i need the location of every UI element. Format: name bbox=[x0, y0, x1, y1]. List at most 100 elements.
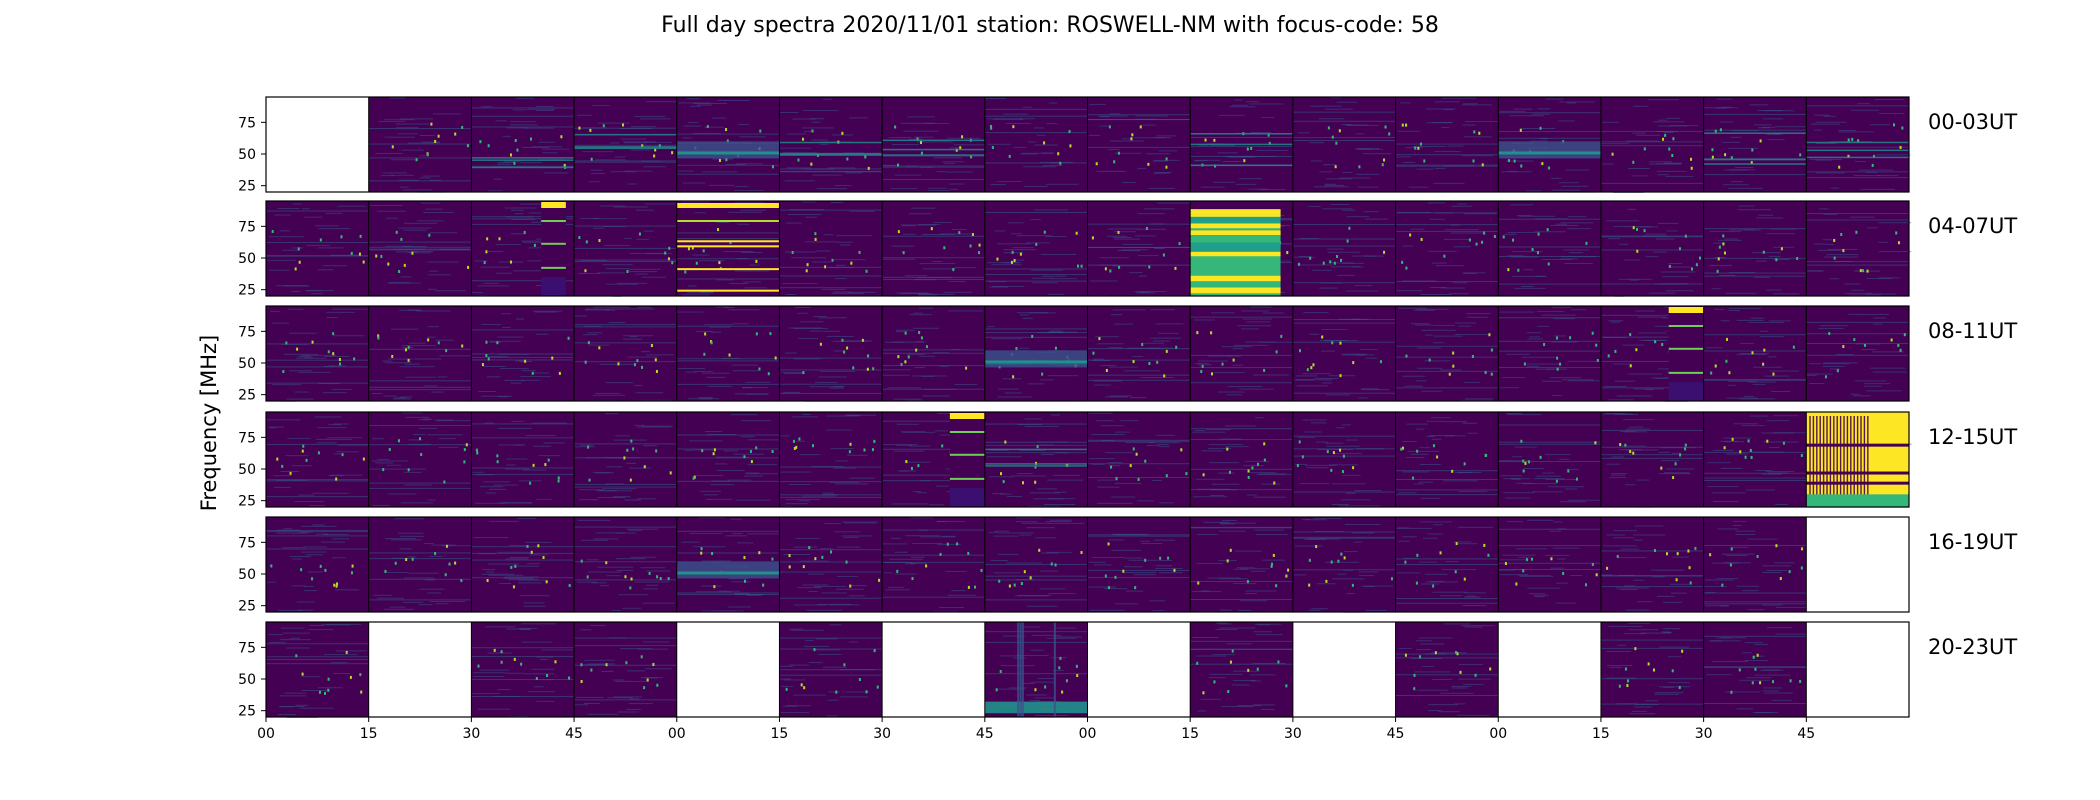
spectrum-panel bbox=[1189, 201, 1293, 297]
y-tick-label: 25 bbox=[238, 704, 256, 720]
y-axis-label: Frequency [MHz] bbox=[197, 335, 221, 511]
x-tick-label: 30 bbox=[1695, 726, 1713, 742]
row-label: 04-07UT bbox=[1928, 214, 2017, 238]
spectrum-panel bbox=[1703, 201, 1807, 296]
spectrum-panel bbox=[1600, 97, 1704, 193]
spectrum-panel bbox=[676, 306, 780, 401]
spectrum-panel bbox=[1292, 306, 1396, 401]
spectrum-panel bbox=[1189, 97, 1293, 192]
spectrum-panel bbox=[1189, 517, 1293, 612]
spectrum-panel bbox=[1087, 97, 1191, 192]
x-tick-label: 00 bbox=[257, 726, 275, 742]
spectrum-panel bbox=[1805, 517, 1909, 612]
x-tick-label: 00 bbox=[668, 726, 686, 742]
spectrum-panel bbox=[573, 622, 677, 717]
spectrum-panel bbox=[676, 622, 780, 717]
x-tick-label: 45 bbox=[1797, 726, 1815, 742]
spectrum-panel bbox=[984, 412, 1088, 507]
spectra-row: 25 50 75 12-15UT bbox=[238, 411, 2017, 510]
spectrum-panel bbox=[1395, 97, 1500, 192]
x-tick-label: 15 bbox=[771, 726, 789, 742]
row-frame bbox=[265, 200, 1910, 297]
x-tick-label: 30 bbox=[1284, 726, 1302, 742]
y-tick-label: 50 bbox=[238, 147, 256, 163]
x-tick-label: 45 bbox=[976, 726, 994, 742]
y-tick-label: 25 bbox=[238, 283, 256, 299]
row-label: 08-11UT bbox=[1928, 319, 2017, 343]
spectrum-panel bbox=[1497, 517, 1601, 613]
spectrum-panel bbox=[1292, 517, 1396, 613]
y-tick-label: 75 bbox=[238, 640, 256, 656]
spectrum-panel bbox=[368, 97, 472, 193]
y-tick-label: 25 bbox=[238, 388, 256, 404]
x-tick-label: 30 bbox=[462, 726, 480, 742]
spectrum-panel bbox=[778, 622, 883, 717]
spectrum-panel bbox=[984, 97, 1088, 192]
row-frame bbox=[265, 96, 1910, 193]
spectrum-panel bbox=[470, 517, 575, 612]
spectrum-panel bbox=[778, 412, 883, 508]
y-tick-label: 75 bbox=[238, 219, 256, 235]
row-frame bbox=[265, 411, 1910, 508]
spectrum-panel bbox=[676, 201, 780, 296]
row-label: 20-23UT bbox=[1928, 635, 2017, 659]
spectrum-panel bbox=[881, 517, 985, 612]
spectrum-panel bbox=[1292, 201, 1396, 297]
spectrum-panel bbox=[1600, 201, 1704, 297]
spectrum-panel bbox=[881, 201, 985, 297]
row-label: 16-19UT bbox=[1928, 530, 2017, 554]
spectrum-panel bbox=[1497, 97, 1601, 193]
y-tick-label: 75 bbox=[238, 430, 256, 446]
spectrum-panel bbox=[573, 517, 677, 612]
spectrum-panel bbox=[1703, 306, 1807, 401]
spectra-row: 25 50 75 04-07UT bbox=[238, 200, 2017, 299]
spectrum-panel bbox=[368, 201, 472, 296]
spectrum-panel bbox=[1087, 201, 1191, 297]
spectrum-panel bbox=[1600, 412, 1704, 508]
spectrum-panel bbox=[1805, 412, 1912, 508]
x-tick-label: 45 bbox=[1387, 726, 1405, 742]
spectrum-panel bbox=[1600, 306, 1706, 402]
spectrum-panel bbox=[1497, 201, 1601, 296]
spectrum-panel bbox=[368, 622, 472, 717]
spectrum-panel bbox=[470, 412, 575, 507]
y-tick-label: 75 bbox=[238, 324, 256, 340]
spectrum-panel bbox=[1805, 306, 1909, 401]
spectrum-panel bbox=[778, 306, 883, 402]
spectrum-panel bbox=[368, 517, 475, 612]
spectrum-panel bbox=[1703, 97, 1808, 192]
spectrum-panel bbox=[265, 517, 369, 612]
x-axis: 00 15 30 45 00 15 30 45 00 15 30 45 00 15 30 45 bbox=[257, 717, 1815, 742]
spectrum-panel bbox=[1087, 622, 1191, 717]
spectrum-panel bbox=[881, 97, 988, 192]
x-tick-label: 15 bbox=[360, 726, 378, 742]
spectra-row: 25 50 75 08-11UT bbox=[238, 305, 2017, 404]
y-tick-label: 50 bbox=[238, 356, 256, 372]
spectrum-panel bbox=[984, 517, 1088, 612]
spectrum-panel bbox=[676, 412, 784, 507]
spectra-row: 25 50 75 20-23UT bbox=[238, 621, 2017, 720]
spectrum-panel bbox=[1600, 622, 1704, 717]
spectrum-panel bbox=[1087, 517, 1191, 612]
spectrum-panel bbox=[1292, 412, 1396, 507]
x-tick-label: 00 bbox=[1489, 726, 1507, 742]
spectrum-panel bbox=[265, 97, 369, 192]
spectrum-panel bbox=[1189, 412, 1293, 507]
spectrum-panel bbox=[1395, 517, 1499, 612]
spectrum-panel bbox=[368, 306, 472, 401]
spectrum-panel bbox=[1497, 412, 1603, 507]
spectrum-panel bbox=[984, 201, 1088, 296]
spectrum-panel bbox=[1497, 306, 1601, 401]
row-label: 00-03UT bbox=[1928, 110, 2017, 134]
y-tick-label: 75 bbox=[238, 535, 256, 551]
spectrum-panel bbox=[1395, 622, 1499, 717]
x-tick-label: 15 bbox=[1181, 726, 1199, 742]
spectrum-panel bbox=[265, 306, 369, 402]
spectrum-panel bbox=[368, 412, 472, 507]
spectrum-panel bbox=[1189, 306, 1294, 401]
spectrum-panel bbox=[1087, 412, 1191, 507]
spectrum-panel bbox=[265, 622, 369, 718]
chart-title: Full day spectra 2020/11/01 station: ROS… bbox=[661, 13, 1439, 38]
